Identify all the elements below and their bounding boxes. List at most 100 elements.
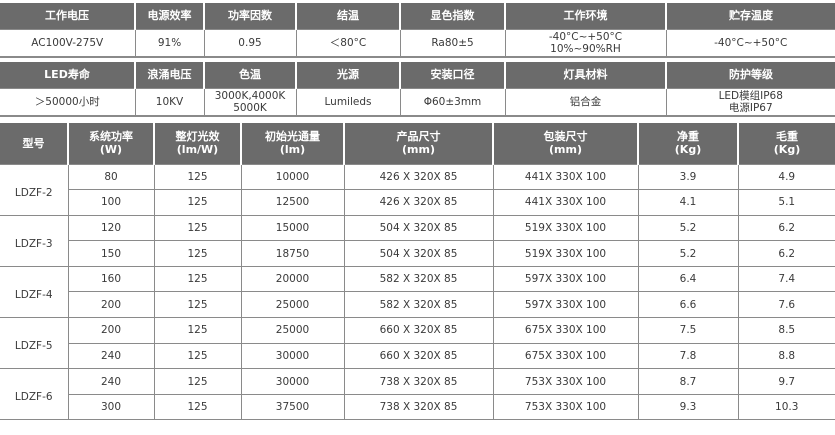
data-cell: 675X 330X 100 [492,342,639,370]
table-row: LDZF-5 200 125 25000 660 X 320X 85 675X 330X … [0,317,835,370]
data-cell: 15000 [240,214,345,242]
data-cell: 582 X 320X 85 [343,291,494,319]
table-row: 300 125 37500 738 X 320X 85 753X 330X 100 9.3… [0,393,835,421]
spec-header: 工作环境 [504,3,666,29]
data-cell: 753X 330X 100 [492,368,639,395]
spec-header: 工作电压 [0,3,135,29]
table-row: 240 125 30000 660 X 320X 85 675X 330X 100 7.8… [0,342,835,370]
data-cell: 150 [68,240,155,267]
column-header: 系统功率 (W) [67,123,154,164]
data-cell: 519X 330X 100 [492,240,639,267]
column-header: 产品尺寸 (mm) [343,123,493,164]
data-cell: 660 X 320X 85 [343,342,494,370]
data-cell: 8.8 [737,342,835,370]
data-cell: 125 [153,342,242,370]
data-cell: 120 [67,214,155,242]
spec-header: 显色指数 [399,3,505,29]
model-table: 型号 系统功率 (W) 整灯光效 (lm/W) 初始光通量 (lm) 产品尺寸 (mm) 包装尺寸… [0,123,835,421]
data-cell: 125 [153,265,242,293]
spec-value: AC100V-275V [0,28,136,58]
spec-value: Ra80±5 [399,28,506,58]
data-cell: 18750 [240,240,345,267]
data-cell: 200 [68,291,155,319]
data-cell: 125 [153,189,242,216]
data-cell: 8.5 [737,317,835,344]
spec-header: 安装口径 [399,62,505,88]
data-cell: 426 X 320X 85 [343,163,494,191]
model-cell: LDZF-3 [0,214,69,267]
column-header: 包装尺寸 (mm) [492,123,638,164]
spec-value: LED模组IP68 电源IP67 [665,87,835,117]
data-cell: 4.1 [637,189,739,216]
spec-value: -40°C~+50°C [665,28,835,58]
table-row: LDZF-6 240 125 30000 738 X 320X 85 753X 330X … [0,368,835,421]
data-cell: 240 [68,342,155,370]
model-cell: LDZF-4 [0,265,69,319]
spec-header: 灯具材料 [504,62,666,88]
data-cell: 4.9 [737,163,835,191]
data-cell: 5.1 [737,189,835,216]
data-cell: 10000 [240,163,345,191]
data-cell: 8.7 [637,368,739,395]
spec-value: ＞50000小时 [0,87,136,117]
data-cell: 6.4 [637,265,739,293]
spec-value: 10KV [134,87,205,117]
data-cell: 441X 330X 100 [492,163,639,191]
spec-value: 3000K,4000K 5000K [203,87,297,117]
table-row: 150 125 18750 504 X 320X 85 519X 330X 100 5.2… [0,240,835,267]
model-cell: LDZF-2 [0,163,69,216]
data-cell: 125 [153,368,242,395]
data-cell: 597X 330X 100 [492,265,639,293]
spec-header: 电源效率 [134,3,204,29]
data-cell: 125 [153,240,242,267]
table-row: LDZF-3 120 125 15000 504 X 320X 85 519X 330X … [0,214,835,267]
model-cell: LDZF-5 [0,317,69,370]
column-header: 型号 [0,123,68,164]
spec-value: 91% [134,28,205,58]
data-cell: 3.9 [637,163,739,191]
data-cell: 30000 [240,342,345,370]
data-cell: 125 [153,163,242,191]
spec-header: 光源 [295,62,400,88]
data-cell: 660 X 320X 85 [343,317,494,344]
data-cell: 6.2 [737,240,835,267]
data-cell: 6.2 [737,214,835,242]
data-cell: 441X 330X 100 [492,189,639,216]
data-cell: 504 X 320X 85 [343,240,494,267]
table-row: LDZF-2 80 125 10000 426 X 320X 85 441X 330X 1… [0,163,835,216]
data-cell: 25000 [240,291,345,319]
spec-value: -40°C~+50°C 10%~90%RH [504,28,667,58]
data-cell: 504 X 320X 85 [343,214,494,242]
spec-header: 色温 [203,62,296,88]
data-cell: 125 [153,317,242,344]
data-cell: 7.6 [737,291,835,319]
data-cell: 753X 330X 100 [492,393,639,421]
data-cell: 160 [67,265,155,293]
spec-header: 浪涌电压 [134,62,204,88]
model-cell: LDZF-6 [0,368,69,421]
spec-value: ＜80°C [295,28,401,58]
data-cell: 675X 330X 100 [492,317,639,344]
spec-value: 0.95 [203,28,297,58]
data-cell: 125 [153,291,242,319]
table-row: LDZF-4 160 125 20000 582 X 320X 85 597X 330X … [0,265,835,319]
data-cell: 7.5 [637,317,739,344]
spec-header: 防护等级 [665,62,835,88]
spec-value: Lumileds [295,87,401,117]
data-cell: 240 [67,368,155,395]
column-header: 整灯光效 (lm/W) [153,123,241,164]
data-cell: 5.2 [637,240,739,267]
data-cell: 426 X 320X 85 [343,189,494,216]
column-header: 毛重 (Kg) [737,123,835,164]
data-cell: 6.6 [637,291,739,319]
spec-header: 功率因数 [203,3,296,29]
spec-header: 结温 [295,3,400,29]
data-cell: 7.4 [737,265,835,293]
data-cell: 582 X 320X 85 [343,265,494,293]
spec-header: LED寿命 [0,62,135,88]
table-row: 200 125 25000 582 X 320X 85 597X 330X 100 6.6… [0,291,835,319]
data-cell: 37500 [240,393,345,421]
data-cell: 7.8 [637,342,739,370]
data-cell: 738 X 320X 85 [343,368,494,395]
data-cell: 25000 [240,317,345,344]
